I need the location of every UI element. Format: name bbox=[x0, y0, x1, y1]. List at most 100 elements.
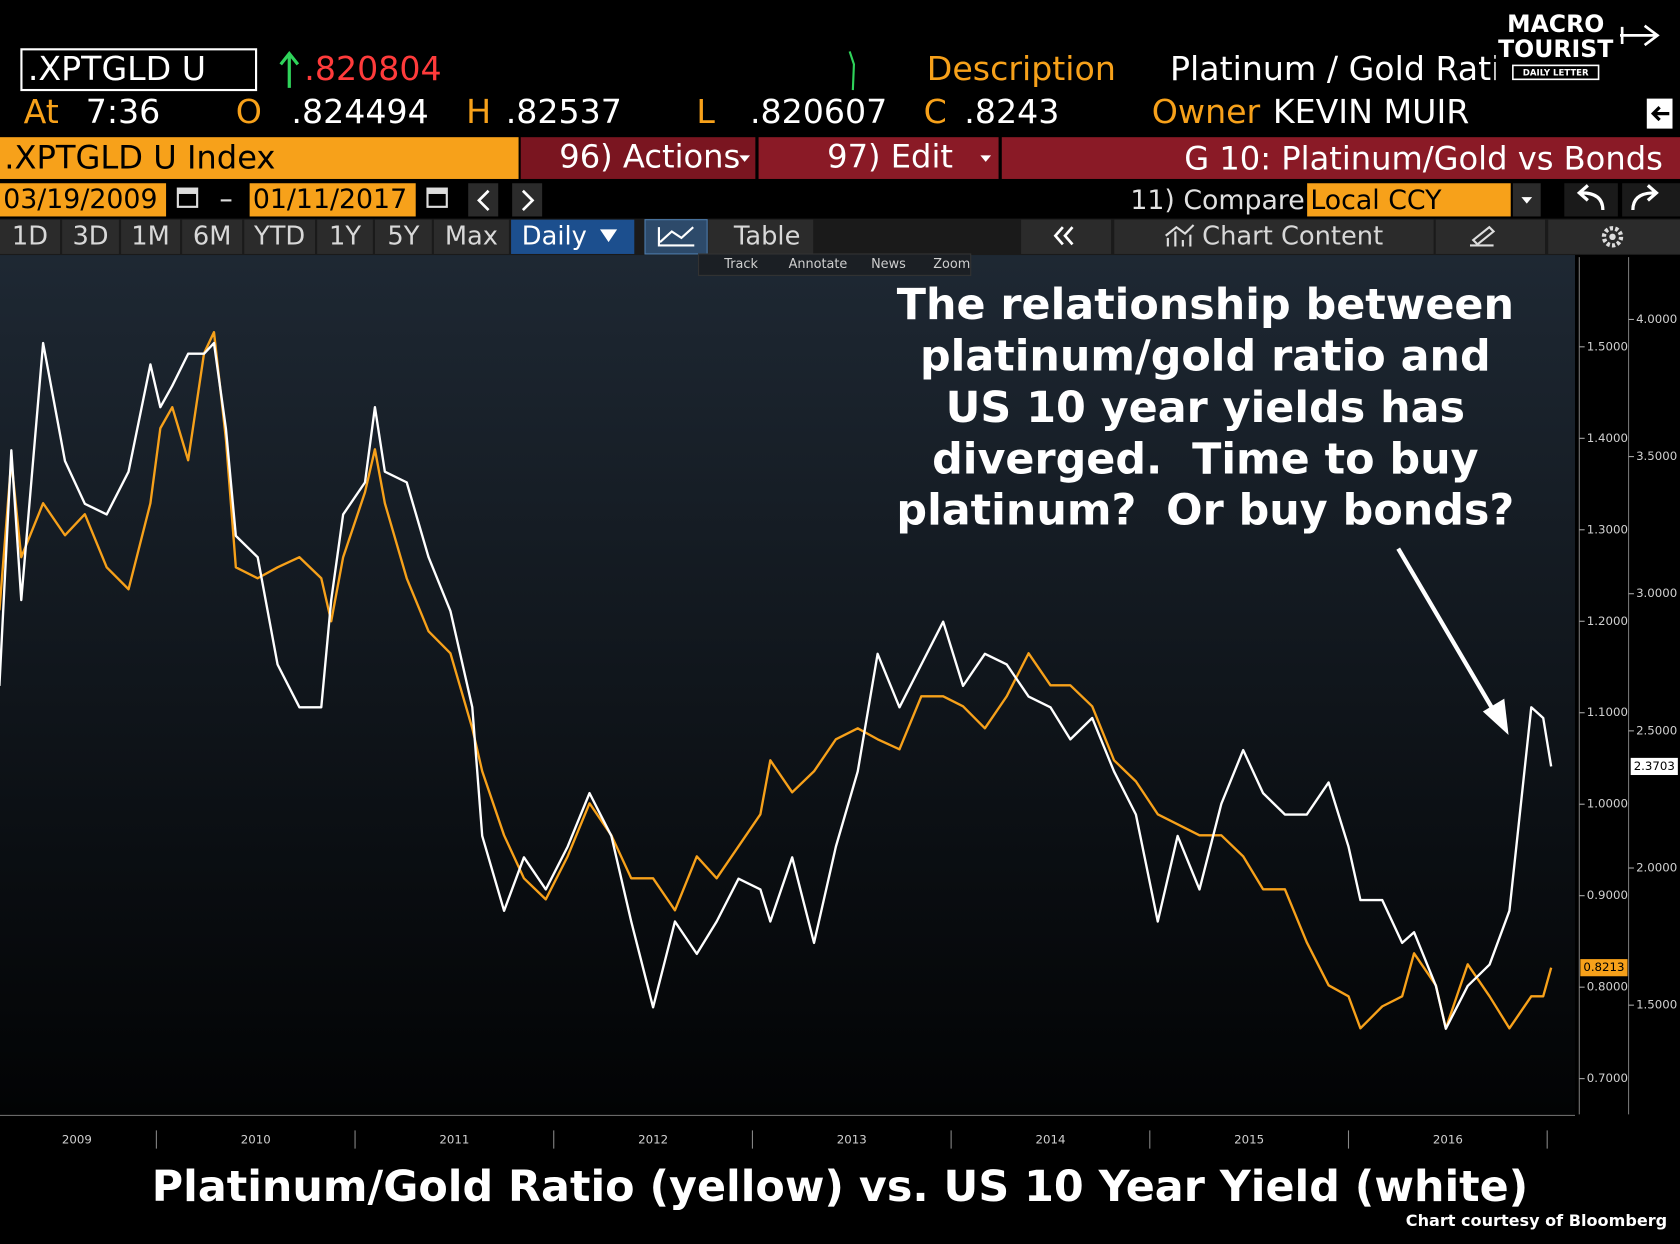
actions-menu[interactable]: 96) Actions bbox=[520, 137, 756, 179]
date-dash bbox=[220, 199, 232, 202]
x-tick-label: 2014 bbox=[1035, 1133, 1065, 1147]
range-button-bg bbox=[375, 219, 432, 254]
range-label: Max bbox=[445, 221, 498, 251]
chart-content: Chart Content bbox=[1202, 221, 1383, 251]
close-label: C bbox=[924, 92, 947, 131]
calendar-icon[interactable] bbox=[176, 187, 199, 208]
range-button[interactable]: 1Y bbox=[317, 219, 373, 254]
y-tick-label: 1.3000 bbox=[1587, 522, 1628, 536]
end-date-box[interactable] bbox=[249, 183, 416, 217]
ticker-box[interactable] bbox=[20, 48, 258, 92]
settings-button[interactable] bbox=[1548, 219, 1680, 254]
plot-tool[interactable]: News bbox=[871, 257, 906, 272]
edit-menu[interactable]: 97) Edit bbox=[758, 137, 999, 179]
annotation-arrowhead bbox=[1482, 698, 1509, 736]
range-button[interactable]: 1D bbox=[0, 219, 60, 254]
collapse-button[interactable] bbox=[1021, 219, 1112, 254]
currency-box[interactable] bbox=[1307, 183, 1511, 217]
plot-tool[interactable]: Zoom bbox=[933, 257, 970, 272]
security: .XPTGLD U Index bbox=[4, 139, 275, 177]
range-button-bg bbox=[317, 219, 373, 254]
logo-line1: MACRO bbox=[1507, 10, 1604, 38]
last-value-label: 0.8213 bbox=[1583, 960, 1624, 974]
logo-backdrop bbox=[1495, 10, 1616, 84]
next-button[interactable] bbox=[512, 183, 543, 217]
series-line bbox=[0, 341, 1553, 1030]
calendar-icon[interactable] bbox=[426, 187, 448, 208]
frequency-menu[interactable]: Daily bbox=[511, 219, 635, 254]
start-date-box[interactable] bbox=[0, 183, 167, 217]
range-button[interactable]: YTD bbox=[244, 219, 315, 254]
range-buttons: 1D 3D 1M 6M YTD 1Y 5Y Max bbox=[0, 219, 509, 254]
table: Table bbox=[733, 221, 800, 251]
high: .82537 bbox=[506, 92, 622, 131]
annotation-line: US 10 year yields has bbox=[946, 383, 1465, 433]
y-tick-label: 1.1000 bbox=[1587, 705, 1628, 719]
x-tick-label: 2013 bbox=[837, 1133, 867, 1147]
table-view-button[interactable]: Table bbox=[708, 219, 814, 254]
security-bar bbox=[0, 137, 519, 179]
graph-bar bbox=[1001, 137, 1680, 179]
y-tick-label: 0.9000 bbox=[1587, 888, 1628, 902]
export-icon[interactable] bbox=[1646, 98, 1673, 129]
owner: KEVIN MUIR bbox=[1273, 92, 1469, 131]
y-tick-label: 1.0000 bbox=[1587, 797, 1628, 811]
close: .8243 bbox=[964, 92, 1059, 131]
credit: Chart courtesy of Bloomberg bbox=[1406, 1211, 1667, 1230]
last-value-box bbox=[1630, 757, 1678, 776]
range-button-bg bbox=[182, 219, 243, 254]
y-tick-label: 1.4000 bbox=[1587, 431, 1628, 445]
chart-view-button[interactable] bbox=[644, 219, 708, 255]
range-button[interactable]: 3D bbox=[62, 219, 119, 254]
range-button[interactable]: 5Y bbox=[375, 219, 432, 254]
redo-button[interactable] bbox=[1622, 183, 1680, 217]
prev-button[interactable] bbox=[468, 183, 499, 217]
end-date: 01/11/2017 bbox=[253, 184, 407, 215]
chart-content-button[interactable]: Chart Content bbox=[1114, 219, 1434, 254]
currency-dropdown[interactable] bbox=[1512, 183, 1541, 217]
edit: 97) Edit bbox=[827, 138, 953, 176]
low: .820607 bbox=[750, 92, 887, 131]
compare[interactable]: 11) Compare bbox=[1130, 185, 1304, 216]
logo-tag-box bbox=[1512, 64, 1600, 81]
range-label: 6M bbox=[193, 221, 232, 251]
range-button-bg bbox=[433, 219, 509, 254]
description: Platinum / Gold Ratio bbox=[1170, 49, 1521, 88]
range-label: 1M bbox=[131, 221, 170, 251]
x-tick-label: 2009 bbox=[62, 1133, 92, 1147]
undo-button[interactable] bbox=[1564, 183, 1618, 217]
sparkline bbox=[848, 51, 856, 91]
range-button[interactable]: 1M bbox=[121, 219, 180, 254]
caption: Platinum/Gold Ratio (yellow) vs. US 10 Y… bbox=[152, 1162, 1529, 1212]
range-button-bg bbox=[121, 219, 180, 254]
range-button-bg bbox=[0, 219, 60, 254]
annotation-arrow bbox=[1396, 547, 1500, 719]
owner-label: Owner bbox=[1152, 92, 1261, 131]
plot-tool[interactable]: Annotate bbox=[789, 257, 848, 272]
last-price: .820804 bbox=[304, 49, 441, 88]
range-button[interactable]: 6M bbox=[182, 219, 243, 254]
annotation-line: platinum/gold ratio and bbox=[920, 331, 1491, 381]
range-button-bg bbox=[62, 219, 119, 254]
plot: 0.7000 0.8000 0.9000 1.0000 1.1000 1.2000 1.30… bbox=[0, 255, 1680, 1149]
range-label: 3D bbox=[72, 221, 108, 251]
y-tick-label: 1.2000 bbox=[1587, 614, 1628, 628]
y-tick-label: 0.7000 bbox=[1587, 1071, 1628, 1085]
y2-tick-label: 2.0000 bbox=[1636, 861, 1677, 875]
high-label: H bbox=[466, 92, 491, 131]
x-tick-label: 2015 bbox=[1234, 1133, 1264, 1147]
logo-arrow bbox=[1620, 24, 1660, 47]
ticker: .XPTGLD U bbox=[28, 49, 206, 88]
range-button[interactable]: Max bbox=[433, 219, 509, 254]
logo-line2: TOURIST bbox=[1498, 35, 1613, 63]
plot-tool[interactable]: Track bbox=[723, 257, 758, 272]
plot-area bbox=[0, 255, 1575, 1115]
actions: 96) Actions bbox=[559, 138, 740, 176]
last-value-box bbox=[1580, 959, 1628, 977]
y-tick-label: 0.8000 bbox=[1587, 980, 1628, 994]
y-tick-label: 1.5000 bbox=[1587, 339, 1628, 353]
annotate-button[interactable] bbox=[1435, 219, 1545, 254]
annotation-line: The relationship between bbox=[897, 280, 1514, 330]
